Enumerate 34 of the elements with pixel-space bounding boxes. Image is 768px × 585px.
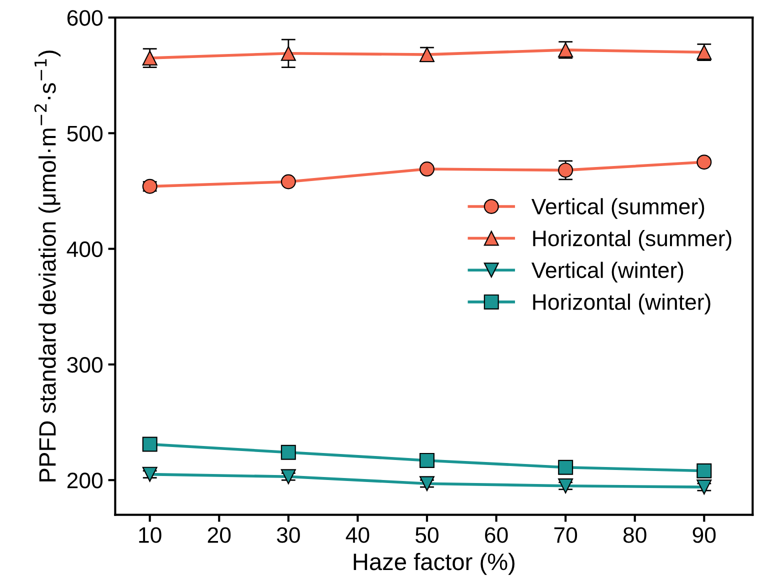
legend-label: Vertical (winter) — [531, 262, 684, 282]
point — [280, 46, 296, 61]
point — [696, 463, 712, 478]
y-tick-label: 200 — [67, 472, 103, 488]
point — [696, 154, 712, 170]
point — [142, 436, 158, 452]
point — [558, 478, 574, 494]
x-tick-label: 90 — [692, 527, 716, 543]
x-tick-label: 30 — [276, 527, 300, 543]
point — [558, 460, 574, 475]
y-axis-title: PPFD standard deviation (μmol·m$^{−2}$·s$^{−1}$) — [34, 50, 61, 482]
legend-label: Horizontal (summer) — [533, 230, 732, 251]
x-tick-label: 60 — [485, 527, 508, 543]
y-tick-label: 400 — [66, 241, 103, 258]
x-axis-title: Haze factor (%) — [354, 552, 514, 575]
x-tick-label: 70 — [554, 527, 578, 543]
point — [280, 444, 296, 460]
legend-label: Horizontal (winter) — [533, 294, 710, 314]
x-tick-label: 40 — [346, 527, 370, 543]
x-tick-label: 80 — [623, 527, 646, 543]
x-tick-label: 20 — [208, 527, 231, 543]
y-tick-label: 500 — [67, 126, 103, 142]
point — [142, 466, 158, 482]
x-tick-label: 50 — [416, 527, 438, 543]
point — [419, 476, 434, 492]
y-tick-label: 300 — [67, 357, 103, 373]
point — [696, 480, 712, 495]
legend-label: Vertical (summer) — [531, 198, 704, 219]
x-tick-label: 10 — [139, 527, 162, 543]
point — [419, 162, 434, 177]
point — [280, 174, 296, 190]
point — [280, 469, 296, 484]
y-tick-label: 600 — [67, 10, 103, 26]
point — [419, 452, 434, 468]
